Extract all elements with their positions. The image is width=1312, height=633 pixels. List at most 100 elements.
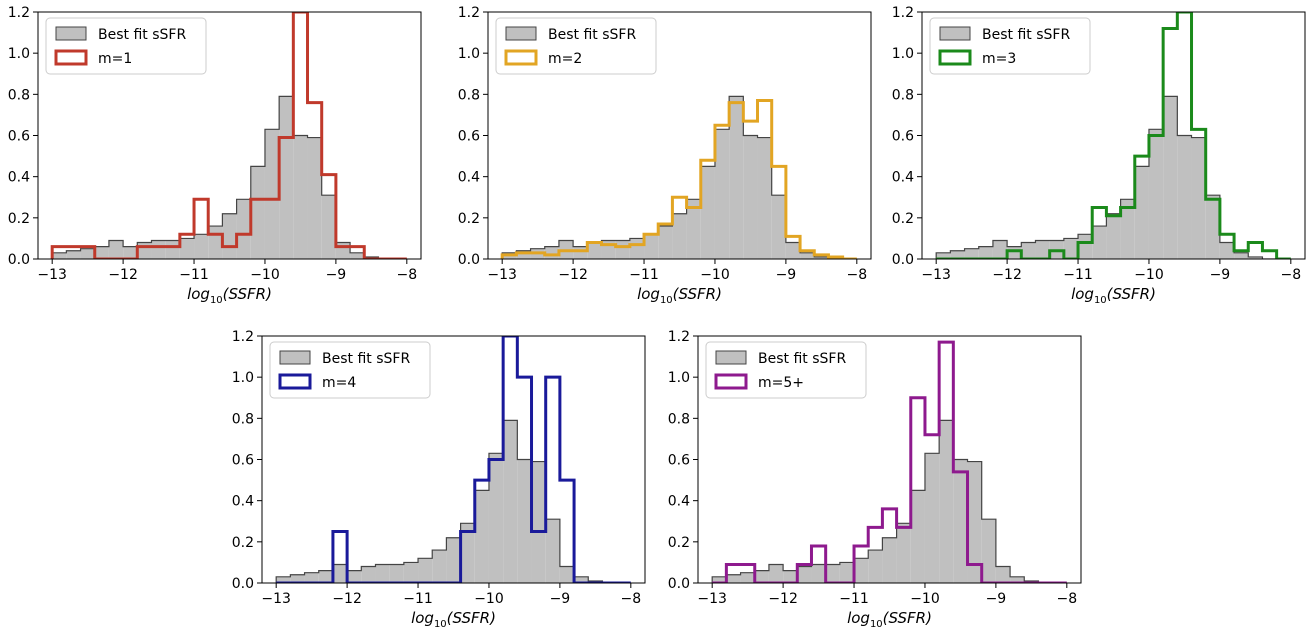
x-tick-label: −10 [700,267,730,283]
ref-bar [332,564,348,583]
ref-bar [361,566,376,583]
series-step-line [50,12,407,259]
x-tick-label: −9 [776,267,797,283]
ref-bar [992,240,1008,259]
y-tick-label: 0.2 [8,211,30,227]
ref-bar [531,461,546,583]
ref-bar [686,199,701,259]
ref-bar [854,558,869,583]
ref-bar [318,570,333,583]
x-tick-label: −13 [921,267,951,283]
ref-bar [615,240,630,259]
panel-3: −13 −12 −11 −10 −9 −8 0.0 0.2 0.4 0.6 0.8 1.0 1.2 log… [892,5,1306,306]
ref-bar [1191,137,1206,259]
x-tick-label: −11 [839,591,869,607]
ref-bar [179,238,195,259]
legend-label-series: m=5+ [758,375,804,391]
ref-bar [1234,252,1249,259]
x-tick-label: −8 [846,267,867,283]
ref-bar [1010,576,1025,583]
y-tick-label: 0.0 [668,576,690,592]
x-tick-label: −8 [396,267,417,283]
ref-bar [768,564,784,583]
x-axis-label: log10(SSFR) [847,609,932,630]
legend-swatch-series [938,49,972,66]
x-tick-label: −12 [558,267,588,283]
y-tick-label: 0.4 [892,170,914,186]
ref-bar [264,129,280,259]
ref-bar [967,461,982,583]
ref-bar [785,242,801,259]
ref-bar [347,570,362,583]
legend-label-series: m=2 [548,51,582,67]
ref-bar [165,240,180,259]
ref-bar [712,576,727,583]
ref-bar [474,490,489,583]
y-tick-label: 0.6 [458,129,480,145]
x-tick-label: −9 [326,267,347,283]
ref-bar [375,564,390,583]
y-tick-label: 0.8 [668,411,690,427]
legend-swatch-ref [55,26,87,41]
ref-bar [1106,213,1121,259]
ref-bar [293,135,308,259]
panel-5: −13 −12 −11 −10 −9 −8 0.0 0.2 0.4 0.6 0.8 1.0 1.2 log… [668,329,1082,630]
legend-swatch-series [714,373,748,390]
legend-swatch-ref [505,26,537,41]
ref-bar [896,523,911,583]
y-tick-label: 0.0 [232,576,254,592]
ref-bar [910,490,925,583]
ref-bar [208,226,223,259]
x-tick-label: −13 [261,591,291,607]
y-tick-label: 1.2 [668,329,690,345]
ref-outline [711,419,1067,583]
x-tick-label: −12 [332,591,362,607]
legend-label-series: m=1 [98,51,132,67]
ref-bar [1177,135,1192,259]
plot-area [935,12,1291,259]
x-tick-label: −13 [697,591,727,607]
ref-bar [1148,129,1164,259]
ref-bar [321,195,336,259]
legend-swatch-ref [715,350,747,365]
y-tick-label: 1.0 [668,370,690,386]
ref-bar [503,420,518,583]
legend-label-series: m=4 [322,375,356,391]
y-tick-label: 0.4 [8,170,30,186]
x-tick-label: −9 [550,591,571,607]
ref-bar [108,240,124,259]
ref-bar [754,570,769,583]
ref-bar [516,250,531,259]
y-tick-label: 1.2 [458,5,480,21]
plot-area [50,12,407,259]
legend-swatch-series [54,49,88,66]
ref-bar [839,562,855,583]
series-step-line [936,12,1291,259]
ref-bar [418,558,433,583]
legend-swatch-series [278,373,312,390]
x-tick-label: −8 [1280,267,1301,283]
series-step-line [712,340,1067,583]
ref-bar [814,256,829,259]
x-tick-label: −10 [1134,267,1164,283]
ref-bar [290,574,305,583]
panel-2: −13 −12 −11 −10 −9 −8 0.0 0.2 0.4 0.6 0.8 1.0 1.2 log… [458,5,872,306]
ref-bar [1134,166,1149,259]
x-tick-label: −9 [986,591,1007,607]
ref-bar [544,246,559,259]
ref-bar [978,246,993,259]
y-tick-label: 0.6 [892,129,914,145]
x-axis-label: log10(SSFR) [187,285,272,306]
y-tick-label: 0.8 [8,87,30,103]
y-tick-label: 0.8 [892,87,914,103]
x-tick-label: −11 [403,591,433,607]
ref-bar [304,572,319,583]
ref-bar [222,213,237,259]
y-tick-label: 0.4 [458,170,480,186]
ref-bar [460,523,475,583]
panel-4: −13 −12 −11 −10 −9 −8 0.0 0.2 0.4 0.6 0.8 1.0 1.2 log… [232,329,646,630]
ref-bar [783,570,798,583]
ref-bar [1063,238,1079,259]
x-tick-label: −11 [179,267,209,283]
